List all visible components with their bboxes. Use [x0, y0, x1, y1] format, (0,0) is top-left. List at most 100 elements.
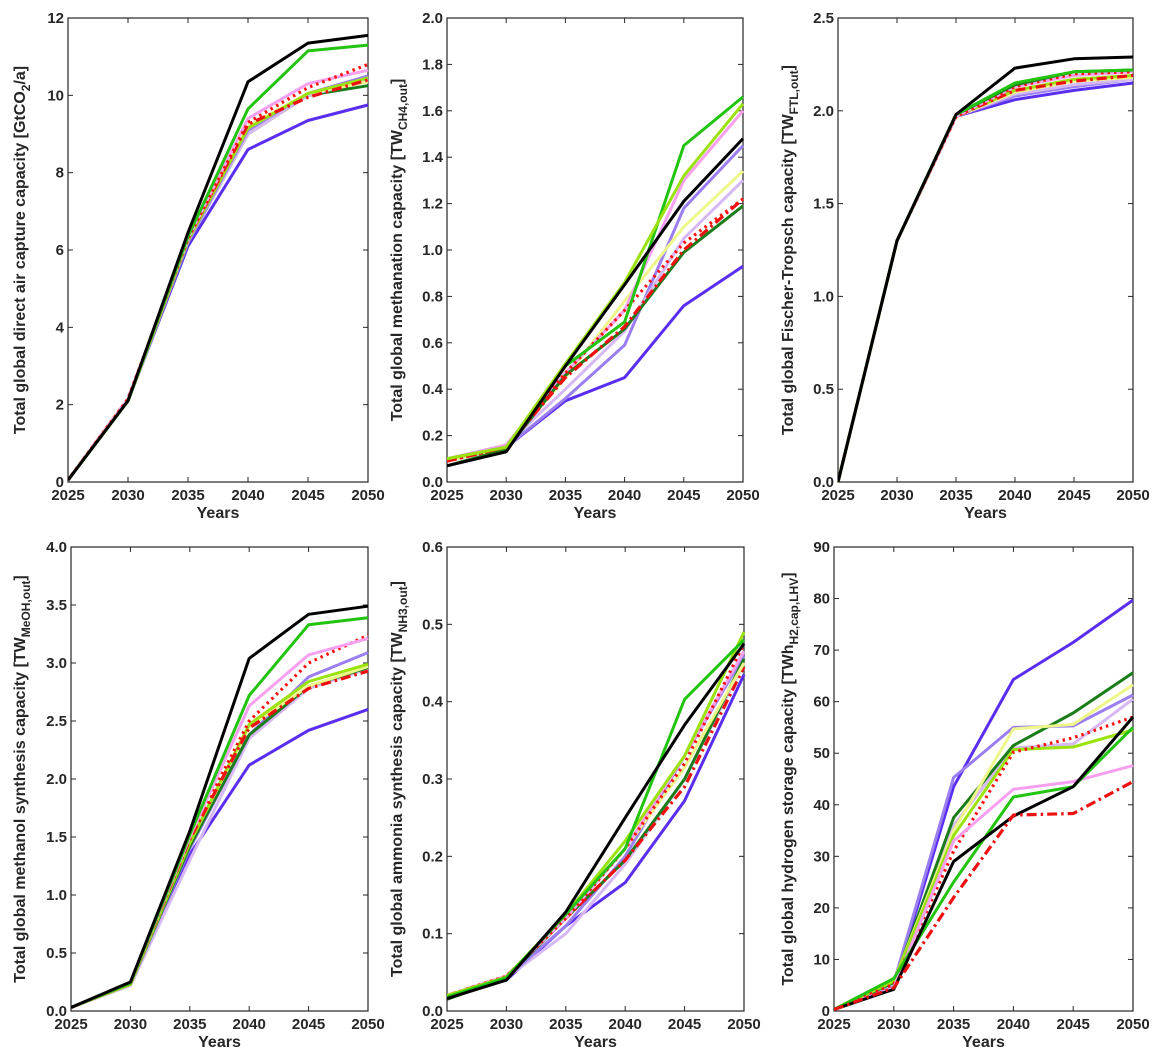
- x-tick-label: 2050: [727, 1016, 760, 1033]
- x-tick-label: 2025: [821, 487, 854, 504]
- y-axis-title-main: Total global hydrogen storage capacity […: [780, 644, 797, 985]
- y-axis-title-tail: ]: [780, 65, 797, 70]
- y-axis-title: Total global hydrogen storage capacity […: [780, 572, 801, 985]
- x-tick-label: 2035: [939, 487, 972, 504]
- series-group: [447, 631, 746, 1001]
- chart-panel-4: 0.0 0.5 1.0 1.5 2.0 2.5 3.0 3.5 4.0 2025 2030 2035 2…: [12, 539, 385, 1051]
- x-tick-label: 2025: [51, 487, 84, 504]
- series-line-red-dotted: [834, 715, 1134, 1011]
- y-tick-label: 0.5: [422, 616, 443, 633]
- y-axis-title-main: Total global direct air capture capacity…: [12, 91, 29, 434]
- y-tick-label: 2: [56, 397, 64, 414]
- series-line-pink: [447, 109, 745, 461]
- series-line-black: [447, 642, 746, 1001]
- y-tick-label: 2.0: [813, 103, 834, 120]
- y-tick-label: 90: [813, 539, 830, 556]
- x-tick-label: 2035: [171, 487, 204, 504]
- y-tick-label: 1.6: [422, 103, 443, 120]
- x-tick-label: 2040: [231, 487, 264, 504]
- y-tick-label: 40: [813, 797, 830, 814]
- y-axis-title-subscript: 2: [19, 84, 33, 91]
- x-tick-label: 2050: [351, 487, 384, 504]
- y-tick-label: 10: [813, 951, 830, 968]
- y-tick-label: 0.0: [813, 474, 834, 491]
- series-group: [71, 604, 369, 1009]
- y-axis-title-subscript: NH3,out: [396, 586, 410, 632]
- chart-panel-5: 0.0 0.1 0.2 0.3 0.4 0.5 0.6 2025 2030 2035 2040 204…: [389, 539, 761, 1051]
- x-tick-label: 2035: [173, 1016, 206, 1033]
- y-tick-label: 12: [47, 10, 64, 27]
- y-axis-title-subscript: MeOH,out: [19, 581, 33, 638]
- x-tick-label: 2030: [877, 1016, 910, 1033]
- x-tick-label: 2030: [111, 487, 144, 504]
- y-axis-title: Total global Fischer-Tropsch capacity [T…: [780, 65, 801, 435]
- plot-area: [446, 17, 744, 483]
- y-tick-label: 50: [813, 745, 830, 762]
- x-tick-label: 2050: [726, 487, 759, 504]
- series-line-green: [447, 638, 746, 999]
- x-tick-label: 2035: [549, 1016, 582, 1033]
- y-tick-label: 1.4: [422, 149, 444, 166]
- x-axis-title: Years: [962, 1034, 1005, 1051]
- y-axis-title-subscript: FTL,out: [787, 70, 801, 114]
- y-tick-label: 1.5: [46, 829, 67, 846]
- series-line-red-dotted: [68, 62, 369, 482]
- y-tick-label: 0.6: [422, 335, 443, 352]
- y-tick-label: 0.0: [422, 1003, 443, 1020]
- x-tick-label: 2050: [1116, 1016, 1149, 1033]
- y-tick-label: 0: [56, 474, 64, 491]
- x-axis-title: Years: [574, 505, 617, 522]
- y-axis-title-tail: ]: [12, 575, 29, 580]
- y-tick-label: 0.4: [422, 381, 444, 398]
- y-tick-label: 10: [47, 87, 64, 104]
- y-tick-label: 1.0: [46, 887, 67, 904]
- y-tick-label: 3.5: [46, 597, 67, 614]
- series-group: [838, 55, 1134, 483]
- series-line-red-dotted: [838, 70, 1134, 483]
- y-tick-label: 0.0: [46, 1003, 67, 1020]
- x-tick-label: 2045: [1057, 487, 1090, 504]
- y-tick-label: 1.8: [422, 56, 443, 73]
- y-tick-label: 0.6: [422, 539, 443, 556]
- y-tick-label: 1.0: [813, 288, 834, 305]
- x-tick-label: 2025: [430, 487, 463, 504]
- y-tick-label: 2.5: [46, 713, 67, 730]
- y-tick-label: 2.0: [46, 771, 67, 788]
- series-line-black: [447, 137, 745, 468]
- y-axis-title: Total global methanol synthesis capacity…: [12, 575, 33, 983]
- y-axis-title: Total global methanation capacity [TWCH4…: [389, 79, 410, 422]
- chart-panel-1: 0 2 4 6 8 10 12 2025 2030 2035 2040 2045 2050 Years To…: [12, 10, 385, 522]
- x-tick-label: 2030: [880, 487, 913, 504]
- y-axis-title-tail: ]: [780, 572, 797, 577]
- y-tick-label: 0.1: [422, 926, 443, 943]
- y-tick-label: 1.2: [422, 196, 443, 213]
- x-axis-title: Years: [964, 505, 1007, 522]
- y-tick-label: 80: [813, 591, 830, 608]
- x-tick-label: 2045: [667, 487, 700, 504]
- x-tick-label: 2040: [233, 1016, 266, 1033]
- y-tick-label: 0: [822, 1003, 830, 1020]
- y-axis-title-main: Total global methanation capacity [TW: [389, 129, 406, 421]
- y-tick-label: 4.0: [46, 539, 67, 556]
- x-tick-label: 2035: [549, 487, 582, 504]
- x-tick-label: 2030: [490, 1016, 523, 1033]
- y-tick-label: 0.8: [422, 288, 443, 305]
- y-tick-label: 1.5: [813, 196, 834, 213]
- x-tick-label: 2030: [114, 1016, 147, 1033]
- x-tick-label: 2040: [609, 1016, 642, 1033]
- y-tick-label: 1.0: [422, 242, 443, 259]
- y-tick-label: 30: [813, 848, 830, 865]
- y-tick-label: 0.2: [422, 428, 443, 445]
- x-tick-label: 2025: [817, 1016, 850, 1033]
- y-axis-title-main: Total global ammonia synthesis capacity …: [389, 631, 406, 977]
- x-axis-title: Years: [574, 1034, 617, 1051]
- y-tick-label: 0.3: [422, 771, 443, 788]
- y-tick-label: 0.5: [813, 381, 834, 398]
- x-tick-label: 2045: [292, 1016, 325, 1033]
- x-tick-label: 2040: [998, 487, 1031, 504]
- y-tick-label: 8: [56, 165, 64, 182]
- series-group: [447, 95, 745, 468]
- series-line-black: [68, 33, 369, 482]
